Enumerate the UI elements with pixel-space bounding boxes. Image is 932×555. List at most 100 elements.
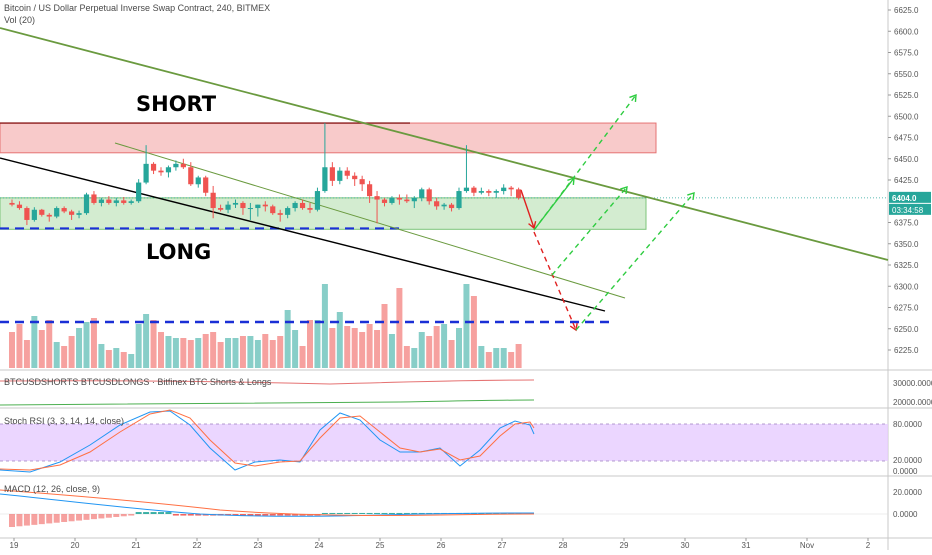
volume-bar-12 <box>98 344 105 368</box>
volume-bar-63 <box>478 346 485 368</box>
volume-bar-60 <box>456 328 462 368</box>
macd-bar-21 <box>165 512 172 514</box>
macd-bar-17 <box>135 512 142 514</box>
stoch-band <box>0 424 888 461</box>
candle-body-46 <box>352 175 358 180</box>
candle-body-25 <box>195 177 201 185</box>
macd-indicator-label[interactable]: MACD (12, 26, close, 9) <box>4 484 101 494</box>
volume-bar-32 <box>247 336 254 368</box>
volume-bar-26 <box>202 334 209 368</box>
candle-body-14 <box>113 200 119 203</box>
macd-bar-54 <box>411 512 418 514</box>
volume-indicator-label[interactable]: Vol (20) <box>4 15 36 25</box>
macd-bar-22 <box>172 514 179 516</box>
macd-bar-25 <box>195 514 202 516</box>
arrow-red-drop-line <box>520 189 535 229</box>
candle-body-8 <box>69 211 75 215</box>
candle-body-61 <box>463 187 470 192</box>
candle-body-49 <box>374 196 380 200</box>
macd-bar-42 <box>321 512 328 514</box>
volume-bar-52 <box>396 288 403 368</box>
macd-bar-16 <box>128 514 135 516</box>
stoch-d-line <box>0 409 535 471</box>
macd-bar-26 <box>202 514 209 516</box>
volume-bar-55 <box>418 332 425 368</box>
price-tick-label-11: 6325.0 <box>894 261 919 270</box>
candle-body-0 <box>9 202 15 205</box>
volume-series <box>9 284 522 368</box>
price-tick-label-2: 6575.0 <box>894 49 919 58</box>
candle-body-1 <box>16 204 23 209</box>
candle-body-57 <box>434 201 440 207</box>
macd-bar-30 <box>232 514 239 516</box>
price-tick-label-10: 6350.0 <box>894 240 919 249</box>
macd-bar-18 <box>143 512 150 514</box>
volume-bar-6 <box>53 342 60 368</box>
macd-bar-49 <box>374 512 381 514</box>
candle-body-13 <box>106 199 112 203</box>
volume-bar-20 <box>158 332 164 368</box>
candle-body-40 <box>307 208 313 210</box>
time-tick-label-12: 31 <box>742 541 751 550</box>
candle-body-4 <box>39 209 45 215</box>
macd-bar-38 <box>292 514 299 516</box>
arrow-green-dash-3-line <box>533 94 637 231</box>
candle-body-19 <box>150 163 157 171</box>
volume-bar-5 <box>46 320 53 368</box>
macd-bar-5 <box>46 514 53 524</box>
candle-body-11 <box>91 194 97 203</box>
candle-body-41 <box>314 191 321 210</box>
macd-bar-10 <box>83 514 90 520</box>
candle-body-16 <box>128 201 134 203</box>
candle-body-2 <box>24 208 30 220</box>
volume-bar-39 <box>299 346 306 368</box>
macd-bar-9 <box>76 514 83 521</box>
volume-bar-17 <box>135 324 142 368</box>
macd-signal-line <box>0 489 535 516</box>
volume-bar-37 <box>284 310 291 368</box>
volume-bar-53 <box>403 346 410 368</box>
candle-body-53 <box>404 199 410 202</box>
shorts-longs-indicator-label[interactable]: BTCUSDSHORTS BTCUSDLONGS · Bitfinex BTC … <box>4 377 272 387</box>
volume-bar-45 <box>344 326 351 368</box>
time-tick-label-8: 27 <box>498 541 507 550</box>
candle-body-30 <box>232 202 239 205</box>
macd-bar-3 <box>31 514 38 525</box>
stoch-k-line <box>0 410 535 473</box>
stoch-tick-1: 20.0000 <box>893 456 922 465</box>
volume-bar-18 <box>143 314 150 368</box>
macd-bar-0 <box>9 514 15 527</box>
macd-bar-47 <box>359 512 366 514</box>
macd-bar-43 <box>329 512 336 514</box>
macd-bar-37 <box>284 514 291 516</box>
volume-bar-3 <box>31 316 38 368</box>
time-tick-label-7: 26 <box>437 541 446 550</box>
current-price-badge <box>889 191 931 203</box>
volume-bar-57 <box>433 326 440 368</box>
volume-bar-15 <box>120 352 127 368</box>
candle-body-37 <box>285 208 291 215</box>
candle-body-34 <box>262 204 268 207</box>
volume-bar-24 <box>187 340 194 368</box>
candle-body-7 <box>61 208 67 212</box>
macd-bar-46 <box>351 512 358 514</box>
volume-bar-51 <box>388 334 395 368</box>
macd-bar-7 <box>61 514 68 522</box>
time-tick-label-3: 22 <box>193 541 202 550</box>
candle-body-32 <box>247 208 253 210</box>
volume-bar-48 <box>366 324 373 368</box>
volume-bar-58 <box>441 324 448 368</box>
macd-bar-23 <box>180 514 187 516</box>
candle-body-45 <box>344 170 350 176</box>
arrow-green-dash-1-line <box>551 186 628 276</box>
volume-bar-11 <box>90 318 97 368</box>
stoch-rsi-indicator-label[interactable]: Stoch RSI (3, 3, 14, 14, close) <box>4 416 125 426</box>
macd-bar-44 <box>336 512 343 514</box>
volume-bar-14 <box>113 348 120 368</box>
macd-bar-52 <box>396 512 403 514</box>
volume-bar-19 <box>150 320 157 368</box>
candle-body-51 <box>389 197 395 203</box>
volume-bar-13 <box>105 350 112 368</box>
